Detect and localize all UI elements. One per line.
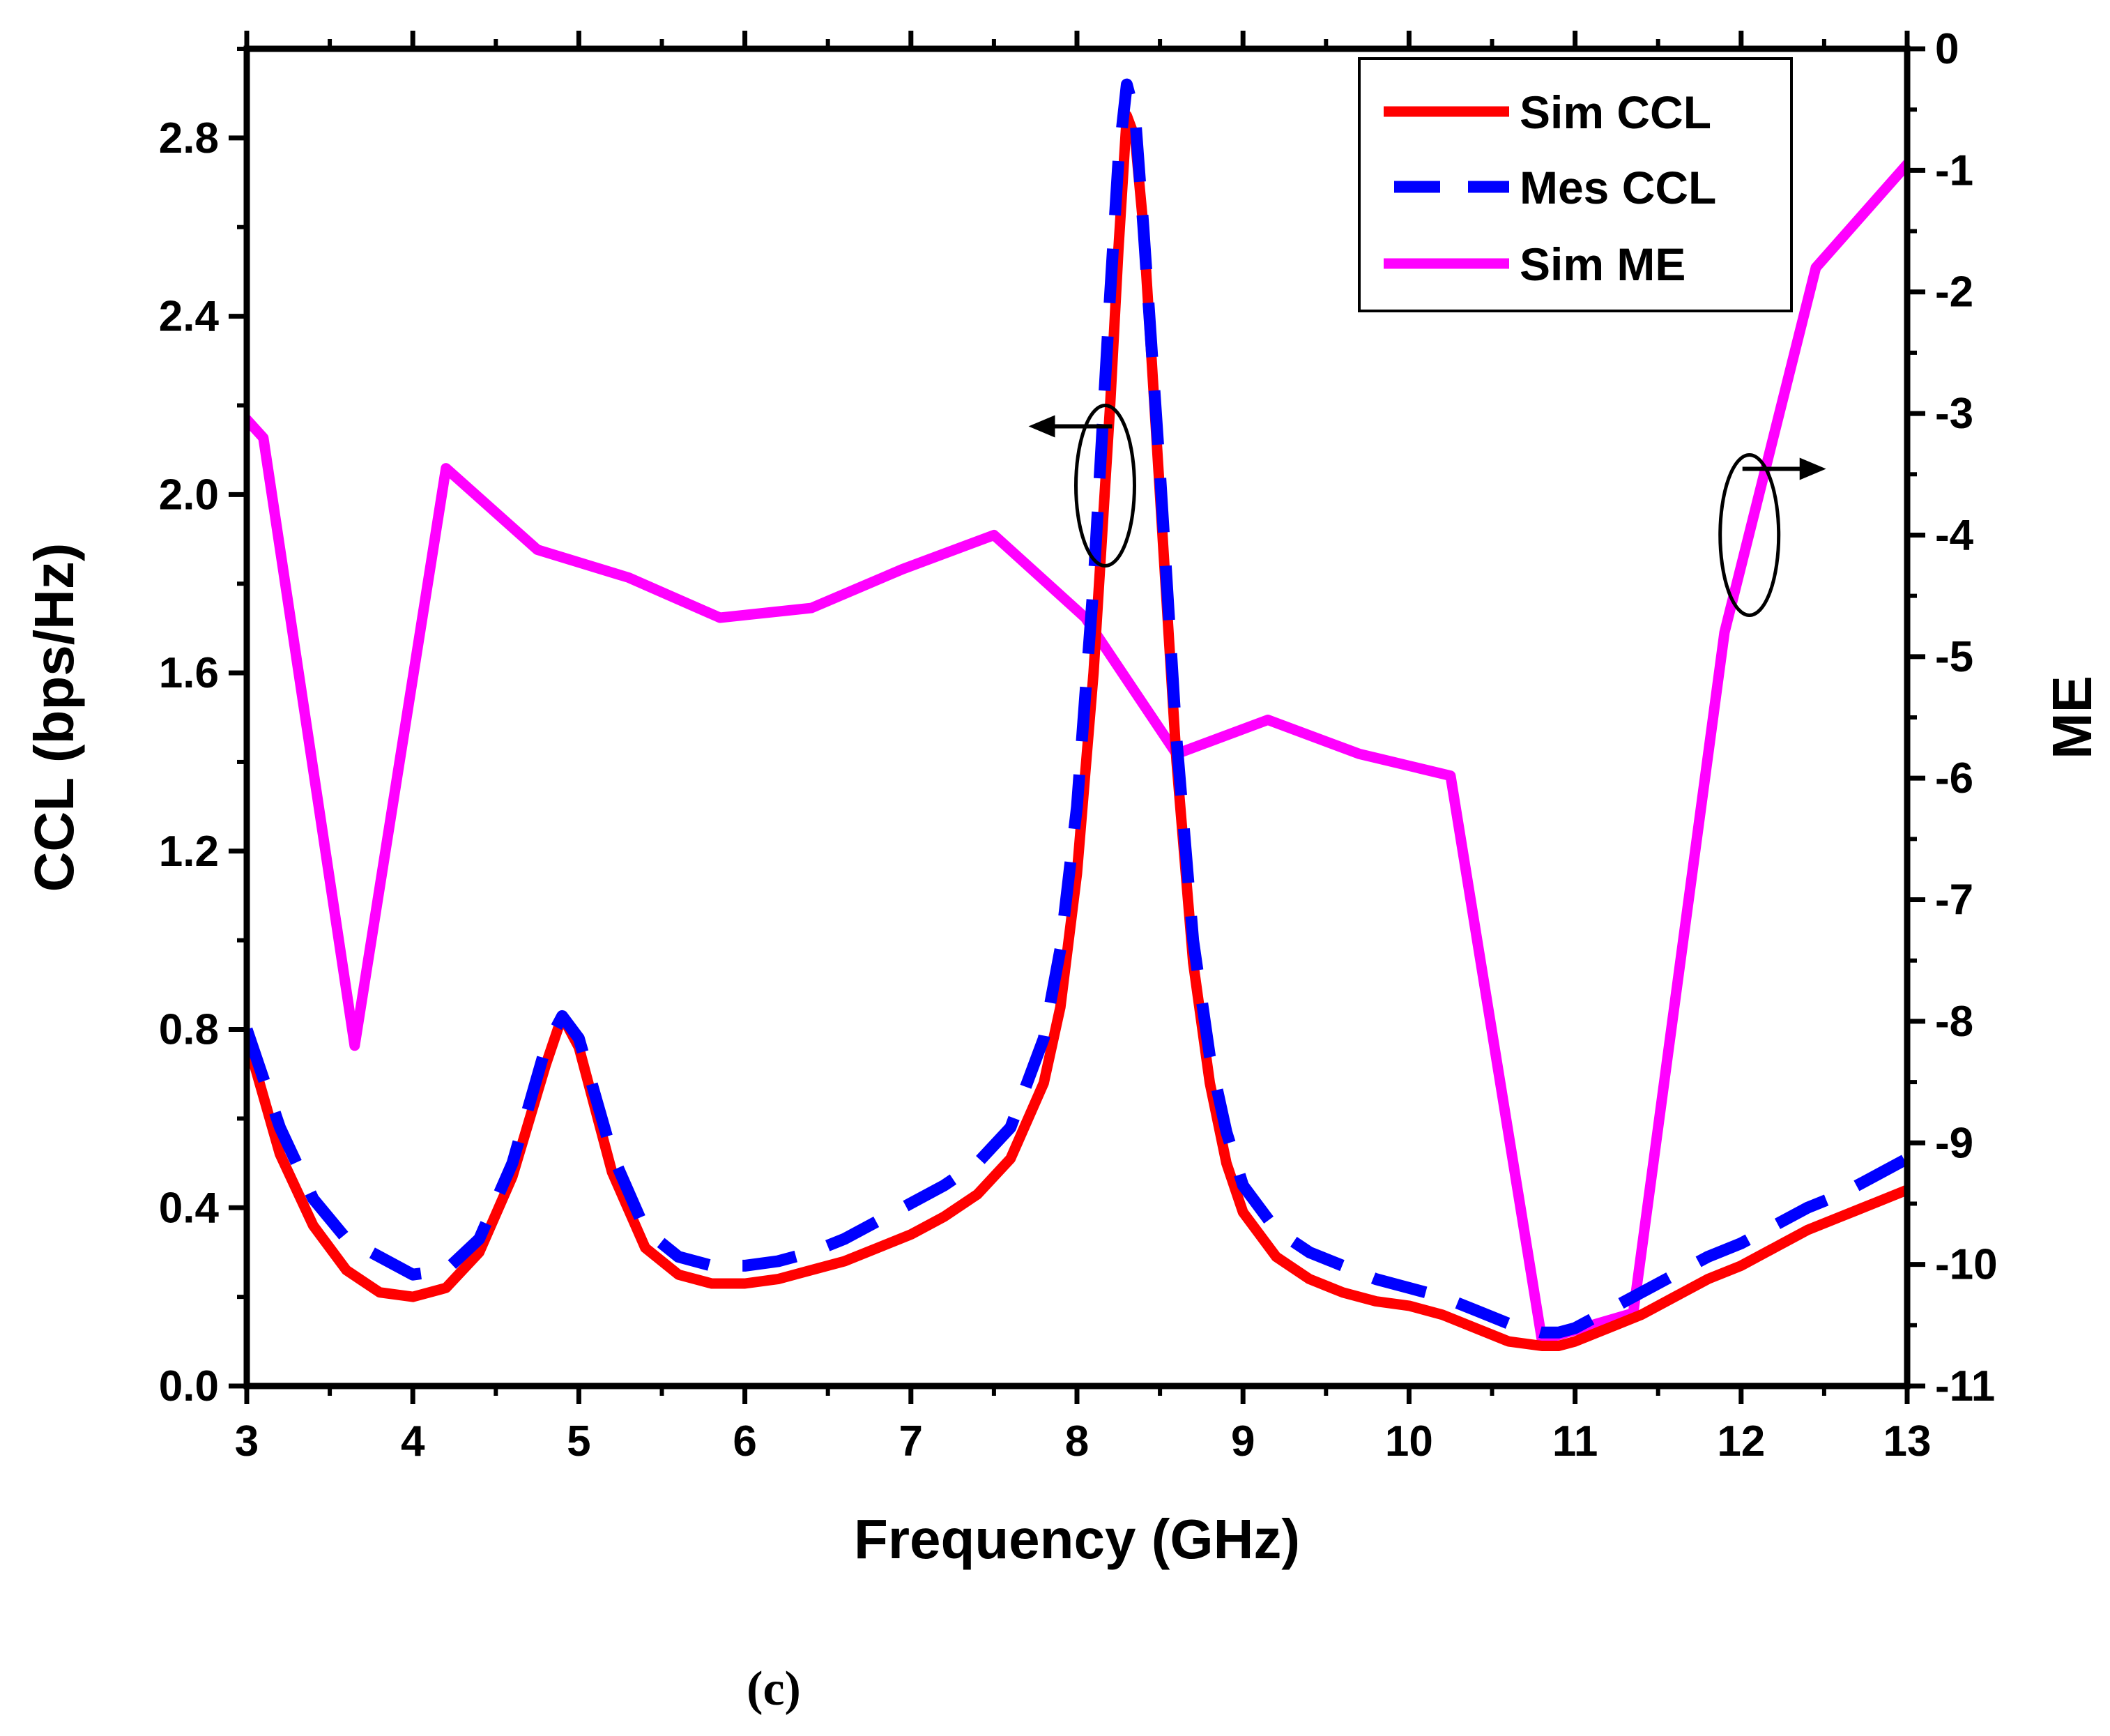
x-tick-label: 6: [733, 1417, 756, 1465]
x-tick-label: 12: [1717, 1417, 1765, 1465]
y-right-tick-label: -4: [1935, 511, 1974, 559]
legend-label: Sim CCL: [1520, 86, 1711, 138]
arrow-head-icon: [1028, 415, 1055, 438]
y-left-tick-label: 1.6: [159, 649, 219, 697]
y-right-tick-label: -7: [1935, 876, 1973, 924]
y-right-tick-label: -9: [1935, 1119, 1973, 1167]
arrow-head-icon: [1799, 457, 1826, 480]
x-tick-label: 11: [1552, 1417, 1598, 1465]
series-line-mes-ccl: [247, 78, 1907, 1339]
y-left-tick-label: 0.8: [159, 1006, 219, 1054]
x-tick-label: 8: [1065, 1417, 1089, 1465]
x-tick-label: 13: [1883, 1417, 1932, 1465]
legend-label: Sim ME: [1520, 238, 1685, 290]
y-right-tick-label: 0: [1935, 25, 1959, 73]
y-axis-right-title: ME: [2041, 676, 2103, 759]
y-left-tick-label: 1.2: [159, 828, 219, 876]
series-line-sim-me: [247, 159, 1907, 1346]
x-tick-label: 9: [1231, 1417, 1255, 1465]
x-axis-title: Frequency (GHz): [854, 1508, 1300, 1570]
legend-label: Mes CCL: [1520, 162, 1716, 213]
y-axis-left-title: CCL (bps/Hz): [23, 543, 85, 892]
y-right-tick-label: -11: [1935, 1362, 1995, 1410]
x-tick-label: 5: [567, 1417, 590, 1465]
y-left-tick-label: 2.0: [159, 471, 219, 519]
x-tick-label: 3: [235, 1417, 259, 1465]
y-right-tick-label: -2: [1935, 268, 1973, 317]
y-right-tick-label: -8: [1935, 998, 1973, 1046]
y-right-tick-label: -3: [1935, 390, 1973, 438]
y-right-tick-label: -1: [1935, 146, 1973, 195]
y-right-tick-label: -6: [1935, 754, 1973, 802]
y-left-tick-label: 0.4: [159, 1184, 220, 1232]
y-left-tick-label: 2.4: [159, 293, 220, 341]
axis-indicator-ellipse: [1073, 404, 1136, 568]
y-right-tick-label: -10: [1935, 1241, 1998, 1289]
y-left-tick-label: 0.0: [159, 1362, 219, 1410]
y-left-tick-label: 2.8: [159, 114, 219, 162]
x-tick-label: 7: [899, 1417, 923, 1465]
x-tick-label: 4: [401, 1417, 425, 1465]
y-right-tick-label: -5: [1935, 633, 1973, 681]
figure-caption: (c): [747, 1662, 801, 1716]
axis-indicator-ellipse: [1718, 452, 1781, 617]
x-tick-label: 10: [1385, 1417, 1433, 1465]
